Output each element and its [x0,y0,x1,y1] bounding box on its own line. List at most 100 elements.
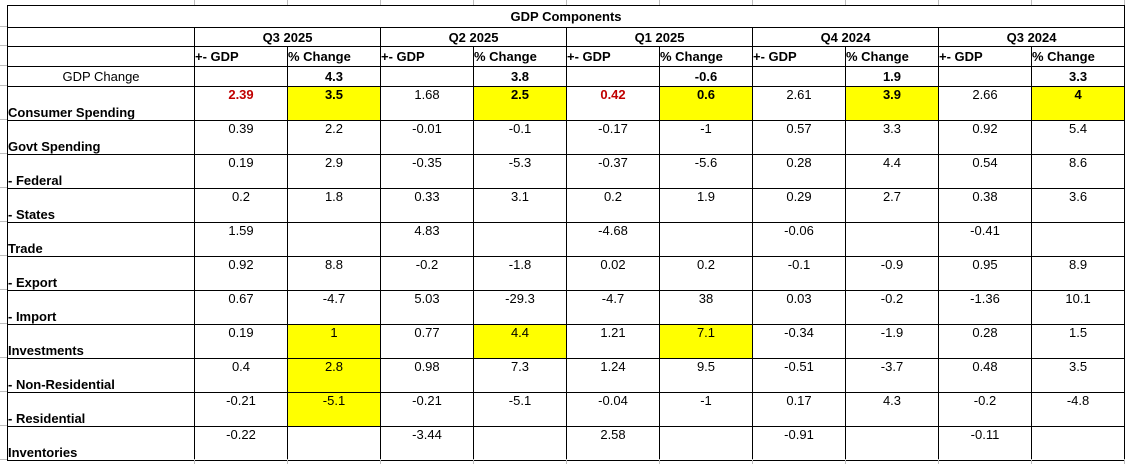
table-cell[interactable]: 2.9 [287,154,381,189]
row-label[interactable]: Consumer Spending [7,86,195,121]
row-label[interactable]: - Residential [7,392,195,427]
table-cell[interactable]: -5.3 [473,154,567,189]
table-cell[interactable]: 5.4 [1030,120,1125,155]
table-cell[interactable]: 4.4 [845,154,939,189]
table-cell[interactable]: -5.1 [473,392,567,427]
table-cell[interactable]: 0.4 [194,358,288,393]
subheader-pct-change[interactable]: % Change [473,46,567,67]
table-cell[interactable]: -0.2 [380,256,474,291]
table-cell[interactable]: 8.8 [287,256,381,291]
table-cell[interactable]: -0.21 [194,392,288,427]
table-cell[interactable]: -0.37 [566,154,660,189]
table-cell[interactable]: 0.98 [380,358,474,393]
table-cell[interactable]: -0.9 [845,256,939,291]
table-cell[interactable]: 4 [1030,86,1125,121]
table-cell[interactable]: 0.2 [659,256,753,291]
quarter-header-q4-2024[interactable]: Q4 2024 [752,27,939,47]
corner-blank-cell[interactable] [7,27,195,47]
table-cell[interactable]: 1.21 [566,324,660,359]
table-cell[interactable] [287,222,381,257]
table-cell[interactable]: 7.1 [659,324,753,359]
table-cell[interactable]: 0.67 [194,290,288,325]
table-cell[interactable]: -0.22 [194,426,288,461]
table-cell[interactable]: -0.35 [380,154,474,189]
table-cell[interactable]: 0.28 [938,324,1032,359]
table-cell[interactable]: -5.6 [659,154,753,189]
subheader-gdp[interactable]: +- GDP [380,46,474,67]
table-cell[interactable]: 4.4 [473,324,567,359]
row-label[interactable]: - Import [7,290,195,325]
gdp-change-blank-cell[interactable] [938,66,1032,87]
table-cell[interactable]: -0.04 [566,392,660,427]
table-cell[interactable]: 0.19 [194,154,288,189]
table-cell[interactable]: -1.36 [938,290,1032,325]
subheader-blank-cell[interactable] [7,46,195,67]
gdp-change-value[interactable]: 3.3 [1030,66,1125,87]
table-cell[interactable]: -3.44 [380,426,474,461]
table-cell[interactable]: 1.8 [287,188,381,223]
table-cell[interactable]: -0.11 [938,426,1032,461]
table-cell[interactable] [1030,426,1125,461]
table-cell[interactable] [287,426,381,461]
row-label[interactable]: - Export [7,256,195,291]
table-cell[interactable]: -4.7 [287,290,381,325]
subheader-gdp[interactable]: +- GDP [938,46,1032,67]
row-label[interactable]: Trade [7,222,195,257]
table-cell[interactable]: 0.77 [380,324,474,359]
table-cell[interactable]: 0.42 [566,86,660,121]
subheader-gdp[interactable]: +- GDP [566,46,660,67]
table-cell[interactable]: -0.2 [845,290,939,325]
table-cell[interactable]: 8.6 [1030,154,1125,189]
table-cell[interactable]: 3.5 [1030,358,1125,393]
table-cell[interactable]: 38 [659,290,753,325]
table-cell[interactable]: -1.8 [473,256,567,291]
subheader-gdp[interactable]: +- GDP [194,46,288,67]
table-cell[interactable]: -0.41 [938,222,1032,257]
table-cell[interactable]: 0.2 [194,188,288,223]
gdp-change-value[interactable]: 3.8 [473,66,567,87]
row-label[interactable]: - Non-Residential [7,358,195,393]
row-label[interactable]: - States [7,188,195,223]
table-cell[interactable]: 5.03 [380,290,474,325]
table-cell[interactable]: -1 [659,392,753,427]
table-cell[interactable] [473,222,567,257]
table-cell[interactable]: 0.54 [938,154,1032,189]
quarter-header-q3-2024[interactable]: Q3 2024 [937,27,1125,47]
table-cell[interactable]: 0.19 [194,324,288,359]
table-cell[interactable]: 2.61 [752,86,846,121]
table-cell[interactable]: 0.2 [566,188,660,223]
subheader-pct-change[interactable]: % Change [659,46,753,67]
table-cell[interactable]: 0.57 [752,120,846,155]
table-cell[interactable]: 3.9 [845,86,939,121]
table-cell[interactable]: -0.01 [380,120,474,155]
table-cell[interactable]: -4.68 [566,222,660,257]
row-label[interactable]: Govt Spending [7,120,195,155]
table-cell[interactable] [473,426,567,461]
table-cell[interactable]: -4.7 [566,290,660,325]
table-cell[interactable]: -0.51 [752,358,846,393]
table-cell[interactable] [845,222,939,257]
table-cell[interactable]: 2.7 [845,188,939,223]
table-cell[interactable] [1030,222,1125,257]
table-title[interactable]: GDP Components [6,5,1125,28]
table-cell[interactable]: 0.92 [194,256,288,291]
gdp-change-value[interactable]: 1.9 [845,66,939,87]
table-cell[interactable]: -4.8 [1030,392,1125,427]
table-cell[interactable]: -0.2 [938,392,1032,427]
table-cell[interactable]: 0.95 [938,256,1032,291]
table-cell[interactable]: 2.66 [938,86,1032,121]
table-cell[interactable]: 0.48 [938,358,1032,393]
table-cell[interactable]: 4.3 [845,392,939,427]
table-cell[interactable]: 0.29 [752,188,846,223]
table-cell[interactable]: 1.68 [380,86,474,121]
table-cell[interactable]: 10.1 [1030,290,1125,325]
table-cell[interactable]: 0.28 [752,154,846,189]
subheader-pct-change[interactable]: % Change [287,46,381,67]
table-cell[interactable]: 2.5 [473,86,567,121]
row-label[interactable]: Inventories [7,426,195,461]
table-cell[interactable]: 9.5 [659,358,753,393]
table-cell[interactable]: -1.9 [845,324,939,359]
table-cell[interactable]: 0.03 [752,290,846,325]
table-cell[interactable]: -5.1 [287,392,381,427]
table-cell[interactable]: 0.38 [938,188,1032,223]
